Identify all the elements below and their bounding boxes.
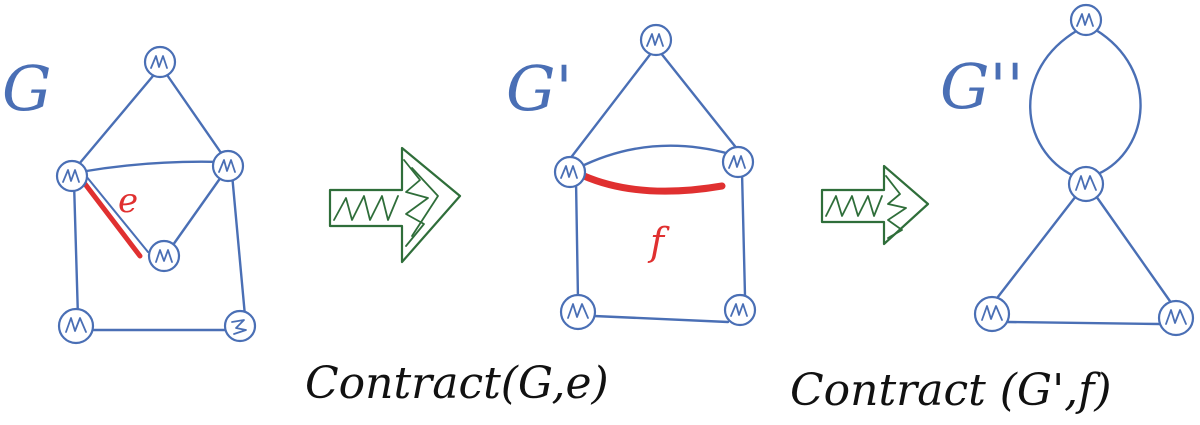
graph-g-double-prime-edge-bottom bbox=[1006, 320, 1162, 326]
graph-g-prime-edge-midright-bottomright bbox=[740, 170, 747, 298]
graph-g-node-mid-left bbox=[55, 159, 89, 193]
graph-g-prime-node-bottom-left bbox=[559, 293, 597, 331]
graph-g-prime-edge-top-midleft bbox=[564, 50, 654, 166]
graph-g-double-prime: G'' bbox=[940, 3, 1195, 337]
graph-g-double-prime-node-center bbox=[1067, 165, 1105, 203]
caption-contract-g-e: Contract(G,e) bbox=[305, 358, 609, 409]
graph-g-edge-midleft-inner bbox=[85, 175, 149, 253]
graph-g-node-bottom-right bbox=[223, 309, 257, 343]
graph-g-prime-edge-top-midright bbox=[658, 50, 740, 152]
graph-g-prime-edge-label-f: f bbox=[647, 220, 670, 264]
graph-g-double-prime-edge-loop-right bbox=[1094, 28, 1142, 176]
graph-g-node-top bbox=[143, 45, 177, 79]
contract-arrow-2 bbox=[820, 164, 930, 246]
graph-g-double-prime-node-bottom-right bbox=[1157, 299, 1195, 337]
graph-g-double-prime-edge-loop-left bbox=[1029, 28, 1080, 178]
graph-g-prime-highlighted-edge-f bbox=[580, 172, 726, 195]
graph-g-double-prime-node-top bbox=[1069, 3, 1103, 37]
graph-g: G e bbox=[2, 45, 257, 345]
graph-g-double-prime-label: G'' bbox=[940, 50, 1024, 123]
graph-g-edge-top-midright bbox=[163, 70, 228, 162]
graph-g-prime-node-mid-right bbox=[721, 145, 755, 179]
caption-contract-gprime-f: Contract (G',f) bbox=[790, 365, 1112, 416]
graph-g-prime-edge-parallel-upper bbox=[576, 144, 732, 170]
graph-g-prime: G' f bbox=[506, 23, 757, 331]
graph-g-highlighted-edge-e bbox=[79, 177, 143, 259]
graph-g-node-mid-right bbox=[211, 149, 245, 183]
graph-g-label: G bbox=[2, 52, 52, 125]
graph-g-edge-midright-bottomright bbox=[230, 172, 247, 318]
graph-g-prime-edge-bottom bbox=[592, 314, 730, 324]
graph-g-double-prime-node-bottom-left bbox=[973, 295, 1011, 333]
contract-arrow-1 bbox=[328, 146, 462, 264]
graph-g-edge-midleft-bottomleft bbox=[72, 180, 80, 320]
graph-g-double-prime-edge-center-bottomright bbox=[1094, 194, 1174, 306]
graph-g-edge-midleft-midright bbox=[78, 160, 224, 174]
graph-g-edge-top-midleft bbox=[72, 68, 160, 172]
graph-g-node-bottom-left bbox=[57, 307, 95, 345]
graph-g-prime-edge-midleft-bottomleft bbox=[574, 178, 580, 302]
graph-g-node-inner bbox=[147, 239, 181, 273]
graph-g-prime-node-bottom-right bbox=[723, 293, 757, 327]
graph-g-double-prime-edge-center-bottomleft bbox=[992, 194, 1078, 304]
graph-g-edge-midright-inner bbox=[166, 168, 228, 254]
graph-g-prime-label: G' bbox=[506, 52, 573, 125]
graph-g-edge-label-e: e bbox=[118, 181, 138, 221]
graph-g-prime-node-top bbox=[639, 23, 673, 57]
graph-g-prime-node-mid-left bbox=[553, 155, 587, 189]
